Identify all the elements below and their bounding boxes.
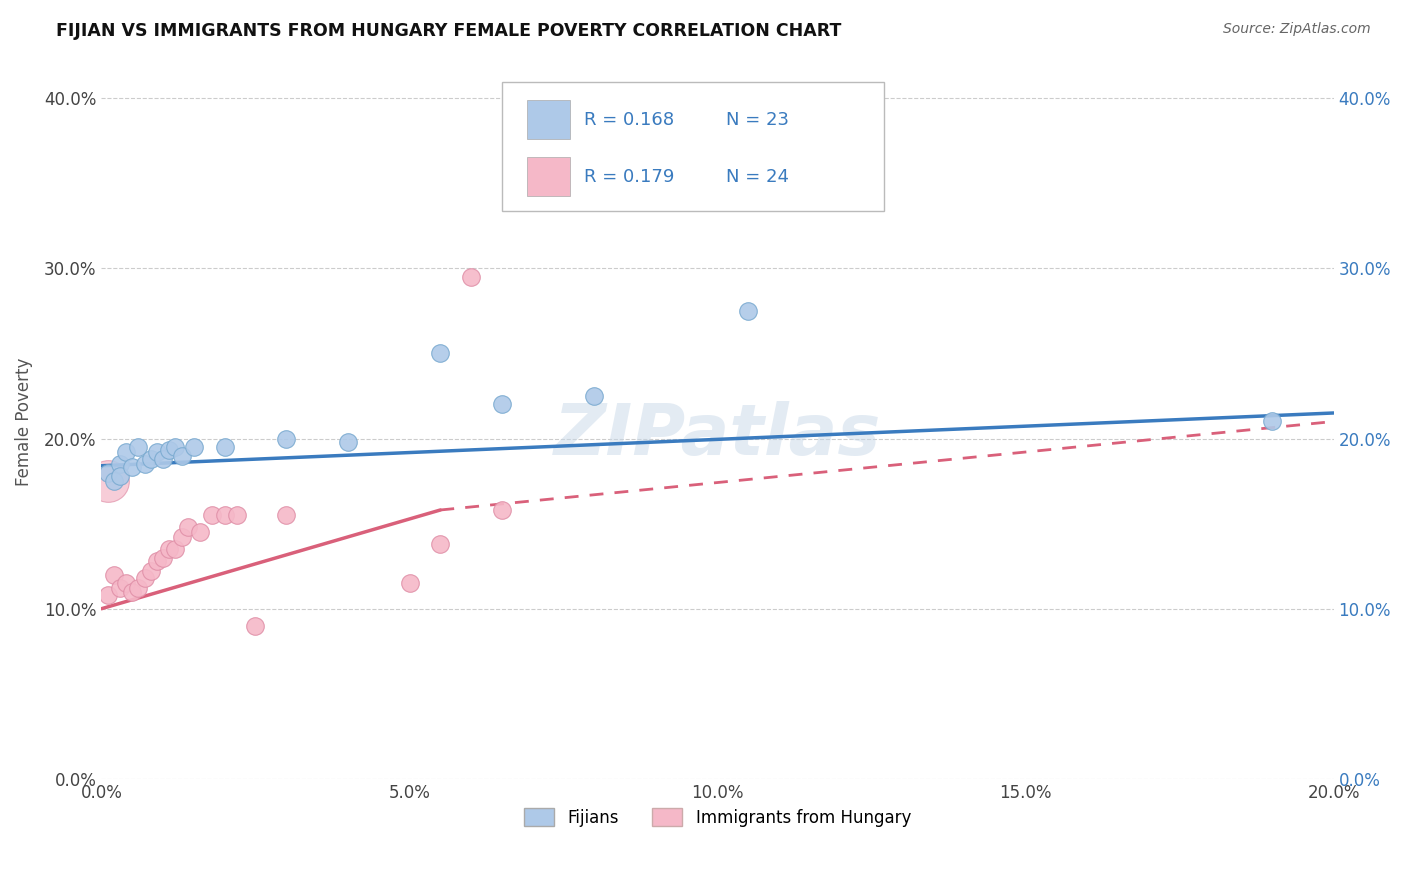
Point [165,440,187,454]
Point [103,567,125,582]
Point [108,457,131,471]
Point [97,466,120,480]
Text: N = 24: N = 24 [725,168,789,186]
Text: R = 0.179: R = 0.179 [585,168,675,186]
Point [491,397,513,411]
Point [152,550,174,565]
Point [157,443,180,458]
Point [737,303,759,318]
Legend: Fijians, Immigrants from Hungary: Fijians, Immigrants from Hungary [516,800,920,835]
Point [127,582,149,596]
Point [201,508,224,522]
Point [1261,415,1284,429]
Text: FIJIAN VS IMMIGRANTS FROM HUNGARY FEMALE POVERTY CORRELATION CHART: FIJIAN VS IMMIGRANTS FROM HUNGARY FEMALE… [56,22,842,40]
Point [170,530,193,544]
Point [121,460,143,475]
Point [115,445,138,459]
Point [177,520,200,534]
Point [139,451,162,466]
Point [583,389,606,403]
Point [491,503,513,517]
Point [134,571,156,585]
Point [146,554,169,568]
Point [108,469,131,483]
Point [157,542,180,557]
Text: R = 0.168: R = 0.168 [585,111,675,128]
Point [127,440,149,454]
Point [276,508,298,522]
Point [170,449,193,463]
Point [336,434,359,449]
Point [429,537,451,551]
FancyBboxPatch shape [527,100,569,139]
Point [108,582,131,596]
Point [97,588,120,602]
Point [429,346,451,360]
Point [226,508,249,522]
Point [245,618,267,632]
Point [398,576,420,591]
Point [139,564,162,578]
Y-axis label: Female Poverty: Female Poverty [15,358,32,485]
Point [103,474,125,488]
Text: Source: ZipAtlas.com: Source: ZipAtlas.com [1223,22,1371,37]
FancyBboxPatch shape [527,157,569,196]
Point [134,457,156,471]
Point [146,445,169,459]
Point [460,269,482,284]
Text: N = 23: N = 23 [725,111,789,128]
Point [97,474,120,488]
Point [183,440,205,454]
Point [214,508,236,522]
Point [115,576,138,591]
Point [214,440,236,454]
Point [276,432,298,446]
Point [188,525,211,540]
Point [121,584,143,599]
FancyBboxPatch shape [502,82,884,211]
Text: ZIPatlas: ZIPatlas [554,401,882,470]
Point [152,451,174,466]
Point [165,542,187,557]
